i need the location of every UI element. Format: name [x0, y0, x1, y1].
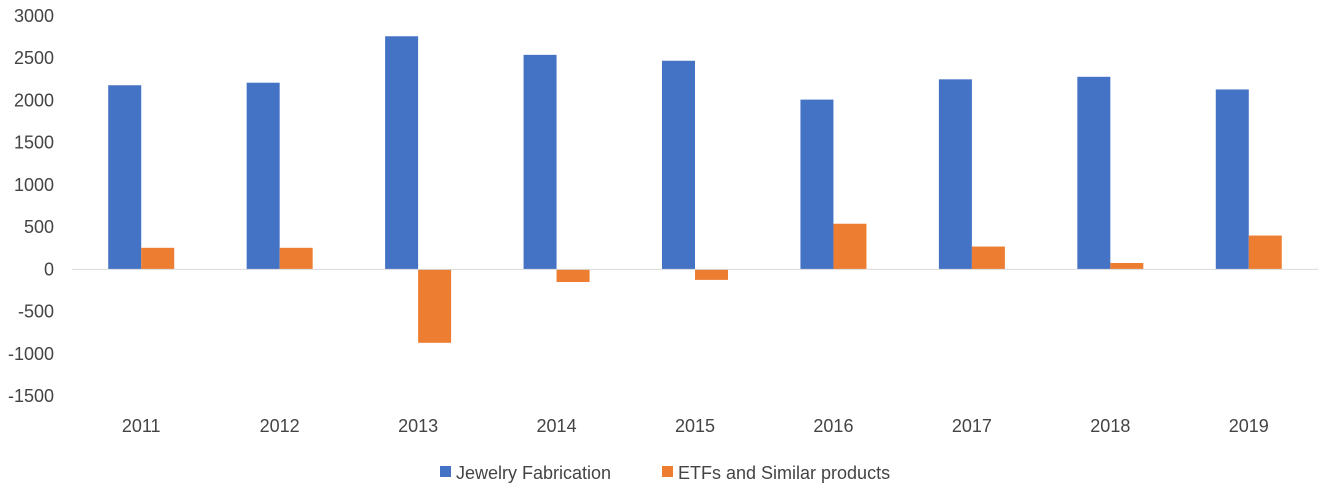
bar-etfs-2015: [695, 269, 728, 280]
bar-etfs-2013: [418, 269, 452, 343]
y-tick-label: 3000: [14, 6, 54, 26]
bar-etfs-2011: [141, 247, 175, 270]
legend: Jewelry Fabrication ETFs and Similar prod…: [440, 463, 890, 483]
bar-jewelry-fabrication-2019: [1215, 89, 1249, 270]
x-tick-label: 2016: [813, 416, 853, 436]
bar-jewelry-fabrication-2018: [1077, 76, 1111, 270]
x-tick-label: 2012: [260, 416, 300, 436]
y-tick-label: 0: [44, 259, 54, 279]
x-tick-label: 2019: [1229, 416, 1269, 436]
bar-jewelry-fabrication-2012: [246, 82, 280, 270]
bar-etfs-2019: [1248, 235, 1282, 270]
x-tick-label: 2011: [122, 416, 161, 436]
bar-jewelry-fabrication-2014: [523, 54, 557, 270]
x-tick-label: 2013: [398, 416, 438, 436]
legend-swatch: [662, 466, 673, 477]
y-tick-label: 2500: [14, 48, 54, 68]
x-tick-label: 2014: [537, 416, 577, 436]
bar-etfs-2014: [556, 269, 590, 282]
y-tick-label: -500: [18, 302, 54, 322]
bar-etfs-2018: [1110, 263, 1144, 270]
legend-swatch: [440, 466, 451, 477]
legend-label: Jewelry Fabrication: [456, 463, 611, 483]
bar-etfs-2012: [279, 247, 313, 270]
bar-etfs-2016: [833, 223, 867, 270]
bars: [108, 36, 1282, 343]
y-tick-label: -1000: [8, 344, 54, 364]
x-tick-label: 2015: [675, 416, 715, 436]
legend-label: ETFs and Similar products: [678, 463, 890, 483]
x-tick-label: 2017: [952, 416, 992, 436]
bar-jewelry-fabrication-2016: [800, 99, 834, 270]
bar-jewelry-fabrication-2015: [662, 60, 695, 270]
x-axis-tick-labels: 2011 2012 2013 2014 2015 2016 2017 2018 2019: [122, 416, 1269, 436]
bar-etfs-2017: [971, 246, 1005, 270]
bar-jewelry-fabrication-2011: [108, 85, 142, 270]
bar-jewelry-fabrication-2013: [385, 36, 419, 270]
x-tick-label: 2018: [1090, 416, 1130, 436]
y-tick-label: 1500: [14, 133, 54, 153]
y-axis-tick-labels: 3000 2500 2000 1500 1000 500 0 -500 -1000 -1500: [8, 6, 54, 406]
y-tick-label: -1500: [8, 386, 54, 406]
y-tick-label: 1000: [14, 175, 54, 195]
bar-jewelry-fabrication-2017: [938, 79, 972, 270]
y-tick-label: 500: [24, 217, 54, 237]
y-tick-label: 2000: [14, 90, 54, 110]
